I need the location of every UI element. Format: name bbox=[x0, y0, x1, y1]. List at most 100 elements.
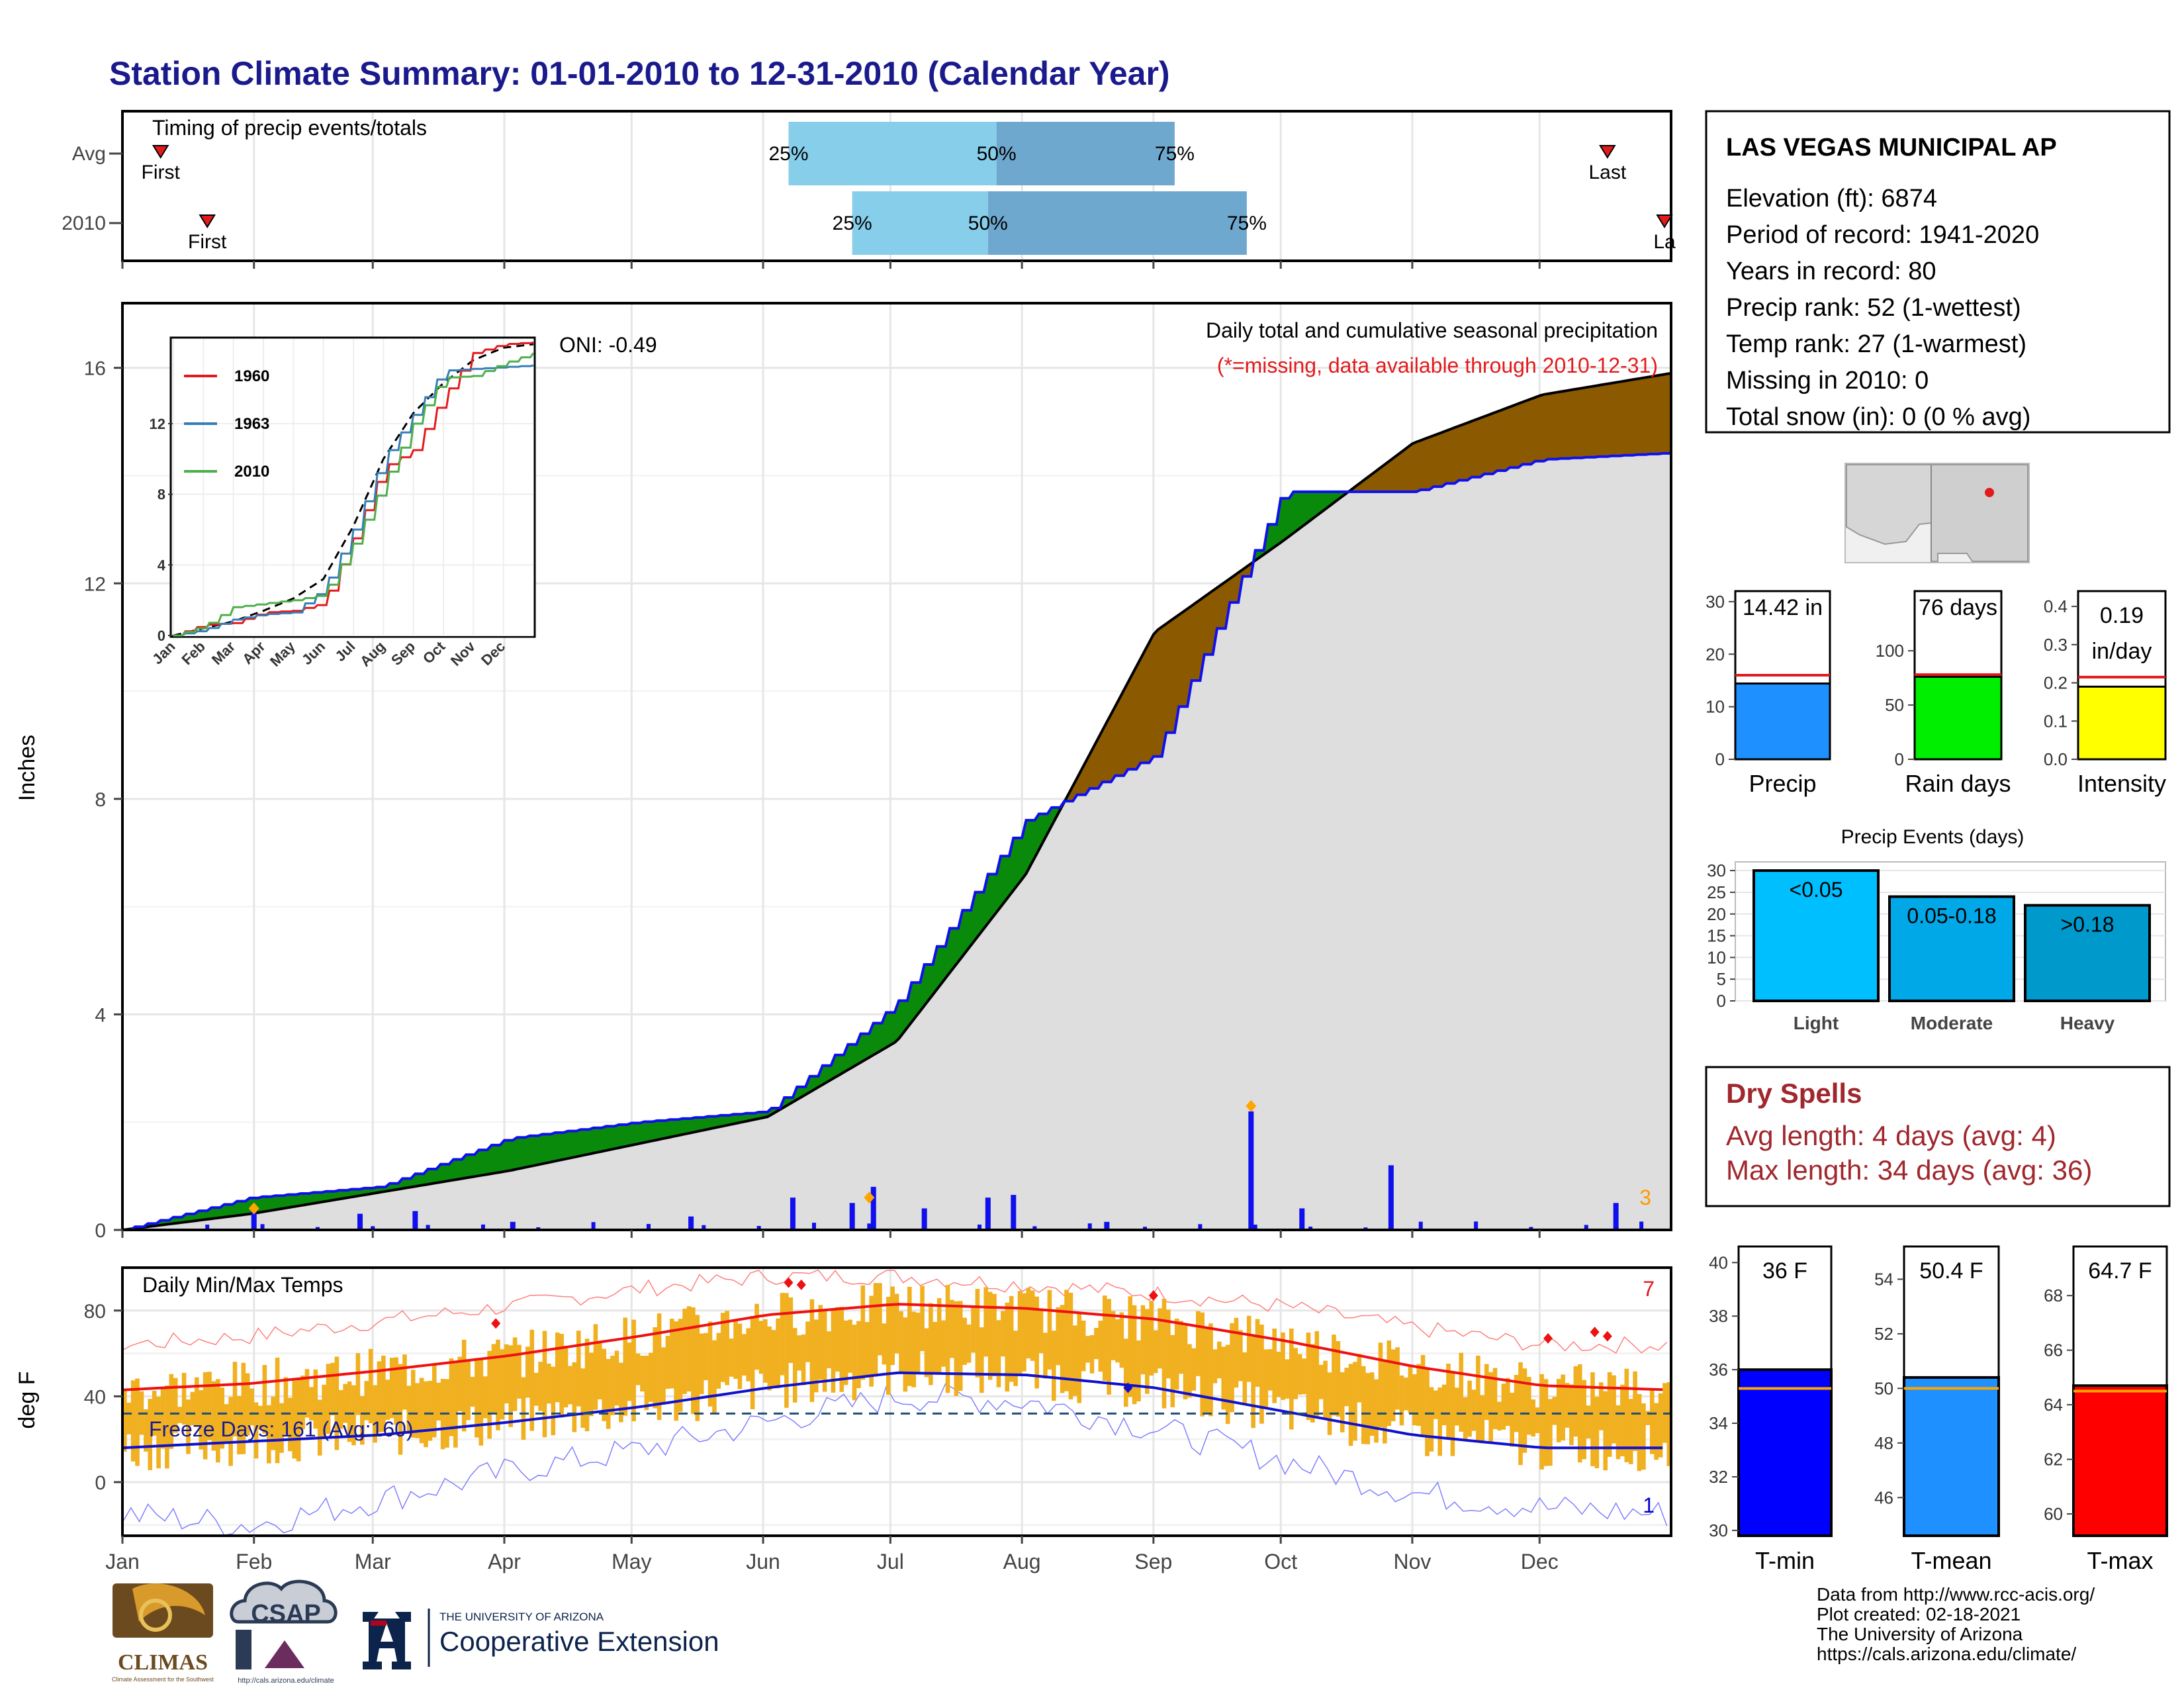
daily-temp-bar bbox=[1455, 1387, 1459, 1426]
temp-summary-y-tick-label: 62 bbox=[2044, 1450, 2063, 1470]
climas-logo-text: CLIMAS bbox=[118, 1650, 208, 1675]
summary-value-label: 0.19 bbox=[2100, 603, 2144, 628]
daily-temp-bar bbox=[398, 1364, 403, 1455]
daily-temp-bar bbox=[987, 1291, 993, 1380]
daily-temp-bar bbox=[487, 1350, 492, 1439]
daily-precip-bar bbox=[1198, 1224, 1203, 1230]
summary-y-tick-label: 100 bbox=[1876, 641, 1904, 661]
daily-temp-bar bbox=[606, 1358, 611, 1429]
daily-temp-bar bbox=[911, 1311, 917, 1387]
month-label: Feb bbox=[236, 1550, 272, 1573]
daily-temp-bar bbox=[1471, 1389, 1477, 1431]
daily-temp-bar bbox=[1437, 1387, 1442, 1456]
last-event-marker bbox=[1656, 214, 1673, 228]
credit-line-2: Plot created: 02-18-2021 bbox=[1817, 1604, 2021, 1624]
daily-temp-bar bbox=[216, 1379, 220, 1463]
daily-temp-bar bbox=[1212, 1349, 1218, 1383]
timing-75-label: 75% bbox=[1155, 143, 1195, 165]
daily-temp-bar bbox=[1323, 1360, 1328, 1420]
daily-precip-bar bbox=[1011, 1195, 1017, 1230]
daily-temp-bar bbox=[186, 1399, 191, 1454]
daily-temp-bar bbox=[827, 1331, 831, 1369]
daily-temp-bar bbox=[1242, 1352, 1248, 1405]
summary-bar-intensity: 0.0 0.1 0.2 0.3 0.4 0.19 in/day Intensity bbox=[2044, 590, 2167, 797]
daily-temp-bar bbox=[419, 1378, 424, 1444]
daily-precip-bar bbox=[1104, 1221, 1110, 1230]
precip-deficit-area bbox=[126, 373, 1672, 1230]
daily-temp-bar bbox=[1060, 1305, 1065, 1393]
daily-temp-bar bbox=[1649, 1388, 1655, 1454]
daily-temp-bar bbox=[250, 1388, 254, 1426]
daily-temp-bar bbox=[1115, 1319, 1120, 1363]
daily-precip-bar bbox=[702, 1225, 706, 1230]
summary-y-tick-label: 50 bbox=[1885, 695, 1904, 715]
daily-precip-bar bbox=[357, 1213, 363, 1230]
temp-summary-y-tick-label: 68 bbox=[2044, 1286, 2063, 1305]
daily-temp-bar bbox=[1543, 1379, 1549, 1466]
precip-y-tick-label: 0 bbox=[95, 1220, 106, 1242]
daily-temp-bar bbox=[860, 1285, 866, 1380]
daily-temp-bar bbox=[1153, 1330, 1158, 1374]
daily-temp-bar bbox=[351, 1385, 356, 1446]
daily-temp-bar bbox=[1658, 1393, 1663, 1458]
daily-temp-bar bbox=[1107, 1299, 1111, 1395]
daily-temp-bar bbox=[203, 1372, 208, 1460]
station-period: Period of record: 1941-2020 bbox=[1726, 221, 2039, 249]
credit-line-3: The University of Arizona bbox=[1817, 1624, 2023, 1644]
precip-frame bbox=[121, 302, 1672, 1231]
daily-temp-bar bbox=[1383, 1359, 1387, 1444]
daily-temp-bar bbox=[1102, 1295, 1107, 1381]
csap-logo: CSAP http://cals.arizona.edu/climate bbox=[230, 1579, 338, 1685]
daily-temp-bar bbox=[555, 1332, 560, 1403]
daily-temp-bar bbox=[453, 1361, 458, 1448]
daily-temp-bar bbox=[279, 1403, 284, 1453]
events-category-label: Light bbox=[1794, 1013, 1839, 1033]
daily-temp-bar bbox=[559, 1334, 564, 1418]
daily-precip-bar bbox=[205, 1224, 210, 1230]
daily-temp-bar bbox=[1582, 1380, 1586, 1460]
daily-temp-bar bbox=[1179, 1321, 1183, 1374]
daily-temp-bar bbox=[130, 1380, 136, 1462]
daily-temp-bar bbox=[525, 1346, 530, 1398]
daily-temp-bar bbox=[1425, 1367, 1430, 1456]
daily-temp-bar bbox=[1612, 1375, 1616, 1444]
station-elevation: Elevation (ft): 6874 bbox=[1726, 185, 1937, 212]
daily-temp-bar bbox=[1302, 1358, 1306, 1395]
page-title: Station Climate Summary: 01-01-2010 to 1… bbox=[109, 55, 1170, 92]
daily-temp-bar bbox=[237, 1396, 242, 1455]
daily-temp-bar bbox=[1073, 1325, 1077, 1396]
daily-temp-bar bbox=[580, 1368, 585, 1428]
missing-data-marker bbox=[1246, 1100, 1257, 1112]
timing-50-label: 50% bbox=[968, 212, 1008, 234]
record-high-marker bbox=[1590, 1327, 1600, 1338]
summary-bar-rain-days: 0 50 100 76 days Rain days bbox=[1876, 590, 2011, 797]
daily-temp-bar bbox=[920, 1286, 925, 1352]
temp-summary-y-tick-label: 52 bbox=[1874, 1324, 1893, 1344]
daily-temp-bar bbox=[933, 1321, 938, 1375]
daily-temp-bar bbox=[1552, 1397, 1557, 1425]
daily-precip-bar bbox=[1639, 1221, 1644, 1230]
daily-temp-bar bbox=[754, 1303, 759, 1370]
daily-temp-bar bbox=[1038, 1309, 1044, 1354]
daily-precip-bar bbox=[480, 1224, 485, 1230]
daily-temp-bar bbox=[1480, 1395, 1485, 1444]
daily-temp-bar bbox=[551, 1366, 556, 1436]
daily-temp-bar bbox=[966, 1324, 972, 1363]
daily-temp-bar bbox=[148, 1399, 153, 1470]
daily-temp-bar bbox=[682, 1309, 687, 1394]
daily-precip-bar bbox=[688, 1216, 694, 1230]
timing-75-label: 75% bbox=[1227, 212, 1267, 234]
daily-temp-bar bbox=[704, 1333, 708, 1381]
daily-temp-bar bbox=[869, 1295, 874, 1387]
daily-temp-bar bbox=[1408, 1366, 1413, 1413]
summary-bar-value bbox=[1734, 682, 1831, 761]
first-event-marker bbox=[152, 145, 169, 159]
daily-temp-bar bbox=[852, 1325, 857, 1401]
daily-temp-bar bbox=[169, 1374, 174, 1449]
inset-x-tick-label: Jan bbox=[149, 638, 178, 667]
daily-temp-bar bbox=[304, 1369, 310, 1418]
daily-temp-bar bbox=[797, 1335, 801, 1371]
daily-temp-bar bbox=[1586, 1405, 1591, 1439]
